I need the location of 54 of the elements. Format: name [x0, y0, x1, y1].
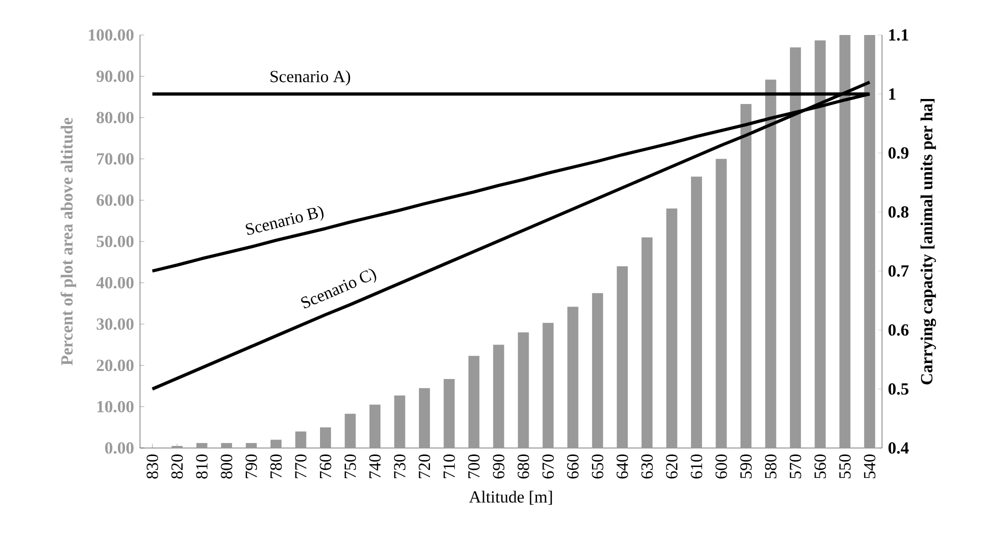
x-tick-label: 540 — [864, 454, 876, 478]
x-tick-label: 620 — [666, 454, 678, 479]
x-tick-label: 690 — [492, 454, 504, 479]
y2-tick-label: 0.7 — [888, 265, 909, 277]
x-tick-label: 550 — [839, 454, 851, 478]
y2-tick-label: 1 — [889, 88, 896, 100]
y-tick-label: 50.00 — [96, 236, 134, 248]
y2-tick-label: 1.1 — [889, 29, 908, 41]
y-tick-label: 70.00 — [97, 153, 134, 165]
x-tick-label: 580 — [764, 454, 776, 478]
x-tick-label: 570 — [790, 454, 802, 478]
x-tick-label: 800 — [220, 454, 232, 479]
x-tick-label: 650 — [592, 454, 604, 479]
y-axis-title: Percent of plot area above altitude — [60, 118, 76, 366]
x-tick-label: 660 — [567, 454, 579, 479]
x-tick-label: 780 — [270, 454, 282, 478]
y2-axis-title: Carrying capacity [animal units per ha] — [920, 99, 936, 384]
x-tick-label: 630 — [641, 454, 653, 479]
x-tick-label: 750 — [344, 454, 356, 478]
annotation: Scenario A) — [270, 70, 350, 86]
y-tick-label: 40.00 — [96, 277, 134, 289]
x-axis-title: Altitude [m] — [469, 490, 552, 505]
x-tick-label: 810 — [196, 454, 208, 479]
x-tick-label: 680 — [518, 454, 530, 479]
y-tick-label: 0.00 — [105, 442, 134, 454]
y-tick-label: 20.00 — [96, 360, 134, 372]
x-tick-label: 700 — [468, 454, 480, 478]
y-tick-label: 10.00 — [97, 400, 134, 412]
x-tick-label: 590 — [740, 454, 752, 478]
x-tick-label: 740 — [369, 454, 381, 478]
x-tick-label: 790 — [246, 454, 258, 478]
x-tick-label: 820 — [171, 454, 183, 479]
annotation: Scenario B) — [246, 206, 324, 235]
y2-tick-label: 0.4 — [888, 442, 909, 454]
y2-tick-label: 0.6 — [888, 324, 909, 336]
y-tick-label: 100.00 — [88, 29, 134, 41]
y-tick-label: 90.00 — [96, 70, 134, 82]
x-tick-label: 770 — [295, 454, 306, 478]
x-tick-label: 670 — [542, 454, 554, 479]
x-tick-label: 560 — [814, 454, 826, 478]
x-tick-label: 730 — [394, 454, 406, 478]
x-tick-label: 720 — [418, 454, 430, 478]
x-tick-label: 710 — [443, 454, 455, 478]
x-tick-label: 610 — [690, 454, 702, 479]
x-tick-label: 830 — [146, 454, 158, 479]
y2-tick-label: 0.5 — [888, 383, 908, 395]
x-tick-label: 760 — [320, 454, 332, 478]
y-tick-label: 80.00 — [96, 112, 134, 124]
y2-tick-label: 0.9 — [888, 147, 908, 159]
x-tick-label: 640 — [616, 454, 628, 479]
y2-tick-label: 0.8 — [888, 206, 908, 218]
x-tick-label: 600 — [716, 454, 727, 479]
y-tick-label: 60.00 — [96, 194, 134, 206]
y-tick-label: 30.00 — [96, 318, 134, 330]
